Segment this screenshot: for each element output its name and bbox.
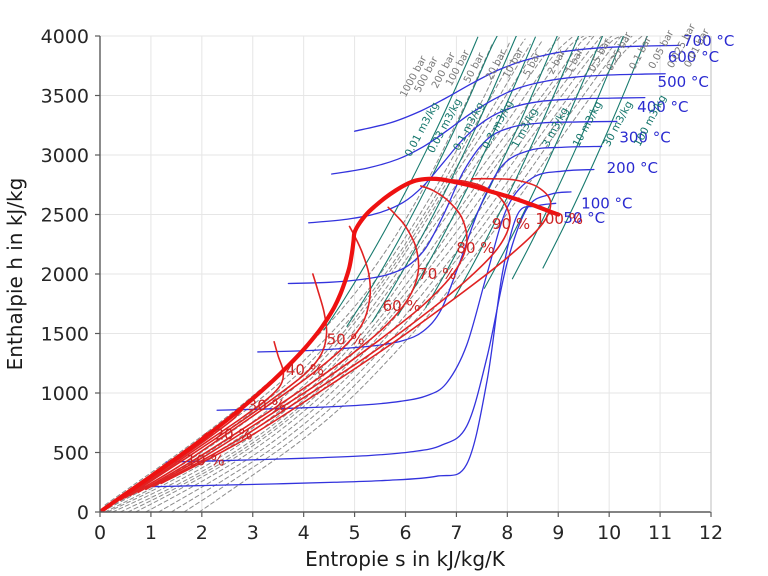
isochor-curve	[346, 36, 498, 327]
quality-line-label: 100 %	[535, 210, 583, 228]
isotherm-curve	[216, 168, 595, 411]
isochor-curve	[511, 36, 624, 280]
saturation-line-curve	[100, 176, 561, 512]
y-tick-label: 0	[77, 502, 89, 524]
x-axis-title: Entropie s in kJ/kg/K	[305, 547, 506, 571]
isotherm-label: 600 °C	[668, 48, 719, 66]
isotherm-curve	[134, 202, 557, 488]
isobar-curve	[145, 36, 613, 512]
quality-line-label: 80 %	[456, 239, 494, 257]
isotherm-label: 200 °C	[607, 159, 658, 177]
y-tick-label: 3500	[41, 86, 89, 108]
y-tick-label: 4000	[41, 26, 89, 48]
x-tick-label: 6	[399, 522, 411, 544]
y-tick-label: 500	[53, 443, 89, 465]
isobar-curve	[127, 36, 595, 512]
x-tick-label: 2	[196, 522, 208, 544]
isotherm-label: 700 °C	[683, 32, 734, 50]
isobar-curve	[107, 36, 575, 512]
isochor-curve	[323, 36, 479, 331]
x-tick-label: 10	[597, 522, 621, 544]
isotherm-label: 300 °C	[619, 129, 670, 147]
quality-line-label: 10 %	[187, 452, 225, 470]
isotherm-label: 400 °C	[637, 98, 688, 116]
x-tick-label: 8	[501, 522, 513, 544]
isobar-curve	[198, 36, 643, 512]
isobar-curve	[135, 36, 603, 512]
quality-line-curve	[124, 273, 328, 499]
isotherm-label: 500 °C	[658, 73, 709, 91]
curve-layer	[100, 36, 682, 512]
isobar-curve	[102, 38, 526, 511]
isobar-curve	[170, 36, 625, 512]
quality-line-label: 20 %	[215, 425, 253, 443]
y-axis-title: Enthalpie h in kJ/kg	[3, 178, 27, 371]
y-tick-label: 1500	[41, 324, 89, 346]
isobar-curve	[112, 36, 585, 512]
isochor-curve	[483, 36, 604, 289]
isochor-curve	[453, 36, 580, 300]
isotherm-curve	[308, 96, 646, 224]
x-tick-label: 1	[145, 522, 157, 544]
isotherm-label: 100 °C	[581, 195, 632, 213]
quality-line-label: 40 %	[286, 361, 324, 379]
quality-line-label: 50 %	[327, 330, 365, 348]
quality-line-curve	[119, 341, 285, 501]
isotherm-curve	[331, 73, 666, 175]
quality-line-label: 60 %	[383, 297, 421, 315]
quality-line-label: 70 %	[418, 265, 456, 283]
quality-line-curve	[137, 206, 420, 494]
axis-layer	[95, 35, 712, 517]
quality-line-curve	[160, 177, 552, 485]
isobar-curve	[119, 36, 592, 512]
y-tick-label: 3000	[41, 145, 89, 167]
isotherm-curve	[287, 120, 618, 285]
quality-line-curve	[145, 185, 468, 491]
isobar-curve	[102, 39, 544, 512]
y-tick-label: 1000	[41, 383, 89, 405]
isotherm-curve	[165, 191, 572, 463]
tick-labels: 0 1 2 3 4 5 6 7 8 9 10 11 12050010001500200025003000…	[41, 26, 723, 544]
x-tick-label: 3	[247, 522, 259, 544]
x-tick-label: 12	[699, 522, 723, 544]
x-tick-label: 0	[94, 522, 106, 544]
isotherm-curve	[257, 145, 603, 353]
isochor-curve	[371, 36, 518, 323]
isobar-curve	[104, 43, 493, 506]
x-tick-label: 4	[298, 522, 310, 544]
x-tick-label: 9	[552, 522, 564, 544]
isobar-curve	[158, 36, 623, 512]
saturation-line-group	[100, 176, 561, 512]
isochor-curve	[542, 36, 648, 269]
isotherm-label: 50 °C	[563, 209, 605, 227]
quality-line-curve	[129, 225, 372, 497]
y-tick-label: 2500	[41, 205, 89, 227]
quality-line-curve	[152, 178, 511, 488]
y-tick-label: 2000	[41, 264, 89, 286]
x-tick-label: 11	[648, 522, 672, 544]
quality-line-label: 30 %	[248, 396, 286, 414]
x-tick-label: 7	[450, 522, 462, 544]
isotherm-curve	[353, 44, 682, 132]
isotherms-group	[134, 44, 682, 488]
x-tick-label: 5	[349, 522, 361, 544]
quality-line-label: 90 %	[492, 215, 530, 233]
